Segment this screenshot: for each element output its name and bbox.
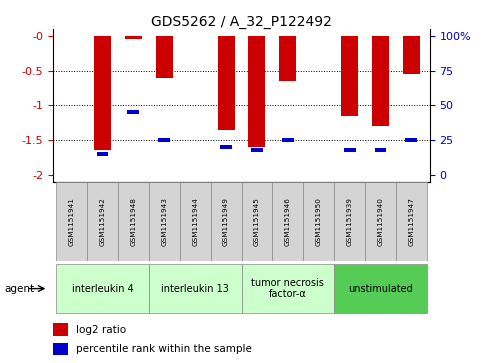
Bar [56,182,87,261]
Text: GSM1151942: GSM1151942 [99,197,106,246]
Text: GSM1151939: GSM1151939 [347,197,353,246]
Text: GSM1151945: GSM1151945 [254,197,260,246]
Bar [251,147,263,152]
Text: GSM1151946: GSM1151946 [285,197,291,246]
Text: GSM1151944: GSM1151944 [192,197,198,246]
Bar [149,182,180,261]
Text: unstimulated: unstimulated [348,284,413,294]
Bar [403,36,420,74]
Bar [125,36,142,40]
Bar [156,36,173,78]
Text: interleukin 4: interleukin 4 [71,284,133,294]
Bar [53,343,68,355]
Bar [365,182,396,261]
Bar [303,182,334,261]
Text: GSM1151949: GSM1151949 [223,197,229,246]
Bar [158,138,170,142]
Text: GDS5262 / A_32_P122492: GDS5262 / A_32_P122492 [151,15,332,29]
Text: percentile rank within the sample: percentile rank within the sample [76,344,252,354]
Bar [149,264,242,313]
Bar [374,147,386,152]
Text: tumor necrosis
factor-α: tumor necrosis factor-α [251,278,324,299]
Text: GSM1151943: GSM1151943 [161,197,167,246]
Text: GSM1151941: GSM1151941 [69,197,75,246]
Text: interleukin 13: interleukin 13 [161,284,229,294]
Bar [248,36,266,147]
Text: GSM1151940: GSM1151940 [377,197,384,246]
Text: log2 ratio: log2 ratio [76,325,126,335]
Bar [343,147,355,152]
Bar [272,182,303,261]
Bar [53,323,68,336]
Bar [242,182,272,261]
Bar [97,152,109,156]
Bar [217,36,235,130]
Bar [341,36,358,116]
Bar [220,145,232,149]
Bar [56,264,149,313]
Bar [405,138,417,142]
Bar [396,182,427,261]
Text: GSM1151950: GSM1151950 [316,197,322,246]
Text: GSM1151947: GSM1151947 [408,197,414,246]
Bar [242,264,334,313]
Bar [372,36,389,126]
Bar [128,110,140,114]
Bar [334,264,427,313]
Text: agent: agent [5,284,35,294]
Bar [94,36,111,150]
Bar [211,182,242,261]
Bar [334,182,365,261]
Text: GSM1151948: GSM1151948 [130,197,136,246]
Bar [279,36,296,81]
Bar [87,182,118,261]
Bar [118,182,149,261]
Bar [282,138,294,142]
Bar [180,182,211,261]
